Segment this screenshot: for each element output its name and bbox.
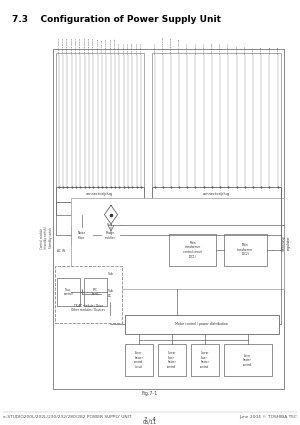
Bar: [100, 267, 120, 280]
Text: PFC
boost: PFC boost: [92, 288, 99, 297]
Text: Sub: Sub: [107, 272, 113, 276]
Bar: [56, 187, 144, 202]
Text: SYS board: SYS board: [204, 43, 205, 54]
Text: SLG board: SLG board: [137, 43, 138, 54]
Text: +5.1VA CN705: +5.1VA CN705: [76, 38, 77, 54]
Text: June 2004 © TOSHIBA TEC: June 2004 © TOSHIBA TEC: [239, 416, 297, 419]
Text: -12VA CN705: -12VA CN705: [102, 40, 103, 54]
Text: +3.3VA CN705: +3.3VA CN705: [58, 38, 60, 54]
Bar: [124, 344, 153, 376]
Text: Bridge
rectifier: Bridge rectifier: [105, 231, 116, 240]
Text: SYS board: SYS board: [154, 43, 155, 54]
Text: Sub
DC: Sub DC: [107, 289, 113, 298]
Text: SYS board: SYS board: [119, 43, 120, 54]
Text: +12VA CN705: +12VA CN705: [98, 39, 99, 54]
Bar: [190, 344, 219, 376]
Bar: [224, 344, 272, 376]
Text: +12VB CN705: +12VB CN705: [106, 39, 107, 54]
Text: +12VB CN708: +12VB CN708: [115, 39, 116, 54]
Text: +3.3VB CN708: +3.3VB CN708: [71, 38, 73, 54]
Text: LGC board: LGC board: [132, 43, 133, 54]
Bar: [100, 286, 120, 302]
Text: Fuser
heater
control: Fuser heater control: [243, 354, 252, 367]
Bar: [52, 49, 284, 389]
Text: SLG board: SLG board: [220, 43, 221, 54]
Text: 7 - 4: 7 - 4: [144, 416, 156, 422]
Text: 05/11: 05/11: [143, 419, 157, 425]
Text: SYS board: SYS board: [128, 43, 129, 54]
Text: connector/plug: connector/plug: [86, 193, 113, 196]
Text: e-STUDIO200L/202L/230/232/280/282 POWER SUPPLY UNIT: e-STUDIO200L/202L/230/232/280/282 POWER …: [3, 416, 131, 419]
Bar: [84, 278, 106, 306]
Text: +5.1VB CN705: +5.1VB CN705: [80, 38, 81, 54]
Bar: [152, 187, 280, 202]
Text: Main
transformer
(DC2): Main transformer (DC2): [237, 243, 253, 256]
Text: +3.3VB CN706: +3.3VB CN706: [67, 38, 68, 54]
Text: LGC board: LGC board: [212, 43, 213, 54]
Text: SLG board RADF: SLG board RADF: [163, 37, 164, 54]
Text: PWR-DN: PWR-DN: [236, 45, 238, 54]
Bar: [70, 198, 284, 289]
Text: Triac
control: Triac control: [64, 288, 73, 297]
Text: Noise
filter: Noise filter: [78, 231, 86, 240]
Bar: [100, 227, 120, 244]
Text: Main
transformer
control circuit
(DC1): Main transformer control circuit (DC1): [183, 241, 202, 258]
Text: +3.3VB: +3.3VB: [269, 46, 270, 54]
Text: +12VA CN705: +12VA CN705: [179, 39, 180, 54]
Text: Fig.7-1: Fig.7-1: [142, 391, 158, 396]
Text: AC IN: AC IN: [57, 249, 66, 253]
Text: SYS board: SYS board: [187, 43, 188, 54]
Text: +5.1VB CN708: +5.1VB CN708: [171, 38, 172, 54]
Bar: [57, 278, 80, 306]
Text: Control module
(standby switch)
Standby switch: Control module (standby switch) Standby …: [40, 227, 53, 249]
Text: +5.1VB CN707: +5.1VB CN707: [93, 38, 94, 54]
Text: Switching
regulator: Switching regulator: [282, 235, 291, 251]
Bar: [224, 234, 267, 266]
Bar: [152, 53, 280, 189]
Text: Sub: Sub: [107, 223, 113, 227]
Text: TRIAC module / Drive
Other modules / Devices: TRIAC module / Drive Other modules / Dev…: [71, 304, 105, 312]
Bar: [70, 227, 93, 244]
Bar: [100, 218, 120, 232]
Text: +12VB CN706: +12VB CN706: [111, 39, 112, 54]
Text: SYS board: SYS board: [228, 43, 229, 54]
Text: PWR-EN: PWR-EN: [245, 45, 246, 54]
Text: Motor control / power distribution: Motor control / power distribution: [176, 322, 228, 326]
Text: 7.3    Configuration of Power Supply Unit: 7.3 Configuration of Power Supply Unit: [12, 15, 221, 24]
Text: +5.1VB CN708: +5.1VB CN708: [89, 38, 90, 54]
Text: +3.3VB: +3.3VB: [261, 46, 262, 54]
Bar: [124, 314, 279, 334]
Polygon shape: [104, 205, 118, 224]
Text: +3.3VB CN705: +3.3VB CN705: [63, 38, 64, 54]
Text: +5.1VB CN706: +5.1VB CN706: [85, 38, 86, 54]
Text: SYS board: SYS board: [141, 43, 142, 54]
Text: Fuser
heater
control
circuit: Fuser heater control circuit: [134, 351, 143, 369]
Text: +3.3VB: +3.3VB: [278, 46, 279, 54]
Text: Linear
fuser
heater
control: Linear fuser heater control: [167, 351, 176, 369]
Text: connector/plug: connector/plug: [202, 193, 230, 196]
Text: +3.3VA: +3.3VA: [253, 46, 254, 54]
Bar: [169, 234, 216, 266]
Bar: [55, 266, 122, 323]
Bar: [56, 53, 144, 189]
Text: Linear
fuser
heater
control: Linear fuser heater control: [200, 351, 209, 369]
Bar: [158, 344, 186, 376]
